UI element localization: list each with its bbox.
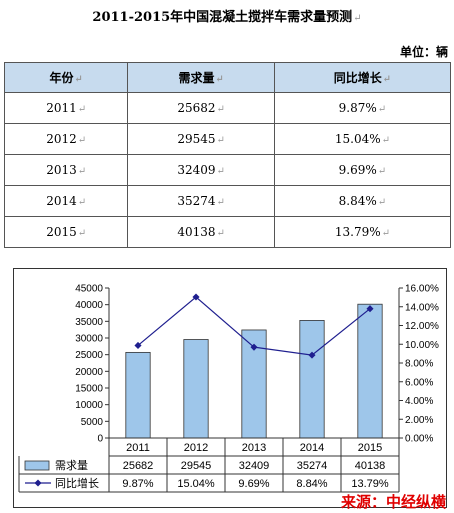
forecast-table: 年份↵ 需求量↵ 同比增长↵ 2011↵ 25682↵ 9.87%↵ 2012↵…	[3, 62, 452, 248]
point-growth	[192, 293, 200, 301]
cell-growth: 9.87%↵	[273, 92, 452, 124]
data-label-growth: 13.79%	[351, 478, 389, 490]
y-left-tick-label: 45000	[75, 284, 103, 295]
cell-demand: 29545↵	[127, 123, 275, 155]
bar-demand	[357, 303, 383, 439]
cell-year: 2015↵	[3, 216, 129, 248]
table-row: 2013↵ 32409↵ 9.69%↵	[3, 154, 452, 186]
legend-label-demand: 需求量	[55, 459, 88, 472]
header-demand: 需求量↵	[127, 62, 275, 93]
cell-year: 2014↵	[3, 185, 129, 217]
y-left-tick-label: 40000	[75, 300, 103, 311]
header-growth: 同比增长↵	[273, 62, 452, 93]
cell-year: 2013↵	[3, 154, 129, 186]
unit-label: 单位：辆	[399, 45, 448, 59]
y-right-tick-label: 2.00%	[405, 415, 433, 426]
y-left-tick-label: 15000	[75, 384, 103, 395]
cell-growth: 15.04%↵	[273, 123, 452, 155]
combo-chart: 0 5000 10000 15000 20000 25000 30000 35000 40000…	[13, 268, 447, 508]
source-label: 来源：中经纵横	[340, 493, 446, 511]
cell-year: 2011↵	[3, 92, 129, 124]
chart-svg: 0 5000 10000 15000 20000 25000 30000 35000 40000…	[13, 268, 447, 508]
cell-demand: 35274↵	[127, 185, 275, 217]
y-right-tick-label: 8.00%	[405, 359, 433, 370]
y-right-tick-label: 6.00%	[405, 377, 433, 388]
page-title: 2011-2015年中国混凝土搅拌车需求量预测↵	[0, 6, 454, 25]
cell-demand: 40138↵	[127, 216, 275, 248]
x-tick-label: 2013	[242, 442, 266, 454]
title-text: 2011-2015年中国混凝土搅拌车需求量预测	[92, 10, 353, 25]
cell-growth: 9.69%↵	[273, 154, 452, 186]
cell-year: 2012↵	[3, 123, 129, 155]
bar-demand	[125, 351, 151, 439]
x-tick-label: 2011	[126, 442, 150, 454]
data-label-demand: 32409	[239, 460, 270, 472]
cell-growth: 8.84%↵	[273, 185, 452, 217]
data-label-demand: 40138	[355, 460, 386, 472]
y-left-tick-label: 10000	[75, 400, 103, 411]
cell-demand: 25682↵	[127, 92, 275, 124]
y-left-tick-label: 20000	[75, 367, 103, 378]
y-right-tick-label: 4.00%	[405, 396, 433, 407]
table-header-row: 年份↵ 需求量↵ 同比增长↵	[3, 62, 452, 93]
legend-label-growth: 同比增长	[55, 476, 99, 490]
x-tick-label: 2015	[358, 442, 382, 454]
legend-marker-growth	[34, 479, 42, 487]
x-tick-label: 2014	[300, 442, 324, 454]
y-left-tick-label: 30000	[75, 334, 103, 345]
x-tick-label: 2012	[184, 442, 208, 454]
cell-demand: 32409↵	[127, 154, 275, 186]
legend-key-demand	[24, 460, 50, 471]
data-label-growth: 9.87%	[122, 478, 153, 490]
table-row: 2011↵ 25682↵ 9.87%↵	[3, 92, 452, 124]
data-label-demand: 35274	[297, 460, 328, 472]
y-left-tick-label: 0	[97, 434, 103, 445]
header-year: 年份↵	[3, 62, 129, 93]
cell-growth: 13.79%↵	[273, 216, 452, 248]
y-right-tick-label: 12.00%	[405, 321, 439, 332]
point-growth	[250, 343, 258, 351]
y-left-tick-label: 35000	[75, 317, 103, 328]
point-growth	[308, 351, 316, 359]
table-row: 2015↵ 40138↵ 13.79%↵	[3, 216, 452, 248]
bar-demand	[183, 339, 209, 439]
data-label-demand: 29545	[181, 460, 212, 472]
y-right-tick-label: 14.00%	[405, 302, 439, 313]
point-growth	[366, 305, 374, 313]
point-growth	[134, 341, 142, 350]
y-right-tick-label: 16.00%	[405, 284, 439, 295]
data-label-growth: 8.84%	[296, 478, 327, 490]
y-left-tick-label: 25000	[75, 350, 103, 361]
table-row: 2012↵ 29545↵ 15.04%↵	[3, 123, 452, 155]
y-right-tick-label: 10.00%	[405, 340, 439, 351]
data-label-demand: 25682	[123, 460, 154, 472]
y-right-tick-label: 0.00%	[405, 434, 433, 445]
data-label-growth: 15.04%	[177, 478, 215, 490]
table-row: 2014↵ 35274↵ 8.84%↵	[3, 185, 452, 217]
y-left-tick-label: 5000	[81, 417, 104, 428]
paragraph-mark-icon: ↵	[353, 13, 362, 24]
data-label-growth: 9.69%	[238, 478, 269, 490]
bar-demand	[299, 320, 325, 439]
